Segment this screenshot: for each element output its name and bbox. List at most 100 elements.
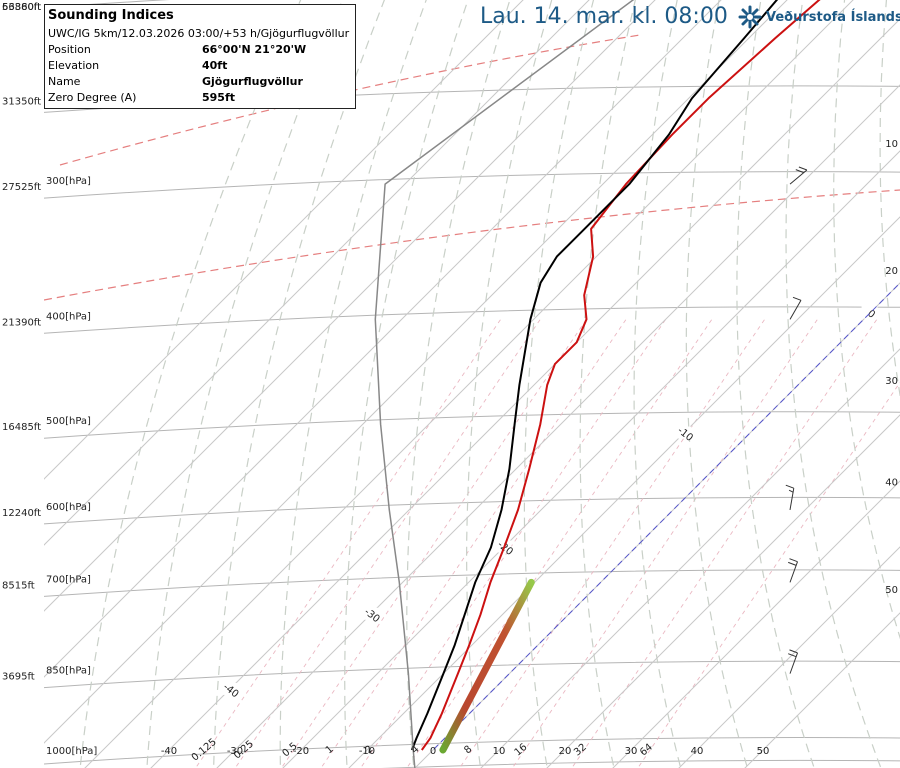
isobar-lines (44, 0, 900, 768)
sounding-indices-box: Sounding Indices UWC/IG 5km/12.03.2026 0… (44, 4, 356, 109)
mixing-ratio-label: 4 (410, 744, 422, 757)
pressure-label: 850[hPa] (46, 666, 91, 677)
zero-degree-value: 595ft (202, 91, 236, 104)
temperature-label: 20 (559, 746, 572, 757)
mixing-ratio-line (406, 319, 713, 768)
wind-barbs (785, 166, 808, 674)
name-label: Name (48, 75, 81, 88)
temperature-label: 0 (430, 746, 436, 757)
vedurstofa-logo[interactable]: Veðurstofa Íslands (738, 5, 900, 29)
mixing-ratio-line (571, 319, 878, 768)
height-label: 27525ft (2, 182, 41, 193)
snowflake-icon (738, 5, 762, 29)
right-axis-label: 40 (885, 478, 898, 489)
dry-adiabat-line (279, 0, 427, 768)
dry-adiabat-line (879, 0, 900, 399)
zero-degree-label: Zero Degree (A) (48, 91, 137, 104)
parcel-line (374, 0, 635, 768)
temperature-label: 40 (691, 746, 704, 757)
isotherm-label: 0 (865, 308, 877, 321)
height-label: 31350ft (2, 96, 41, 107)
right-axis-label: 0 (892, 0, 898, 1)
isotherm-line (744, 612, 900, 768)
pressure-label: 700[hPa] (46, 574, 91, 585)
temperature-label: -40 (161, 746, 177, 757)
indices-subtitle: UWC/IG 5km/12.03.2026 03:00/+53 h/Gjögur… (48, 27, 350, 40)
height-label: 8515ft (2, 580, 35, 591)
wind-barb (789, 166, 808, 185)
height-label: 16485ft (2, 422, 41, 433)
wind-barb-feather (788, 653, 797, 658)
wind-barb-feather (788, 561, 797, 566)
profile-lines (374, 0, 821, 768)
position-label: Position (48, 43, 91, 56)
isotherm-line (678, 546, 900, 768)
wind-barb (789, 296, 802, 320)
dry-adiabat-line (465, 0, 553, 768)
isobar-line (44, 496, 900, 525)
isotherm-label-bg (675, 426, 692, 439)
mixing-ratio-line (360, 319, 667, 768)
forecast-time-title: Lau. 14. mar. kl. 08:00 (480, 4, 728, 29)
isotherm-label-bg (221, 682, 238, 695)
mixing-ratio-label: 64 (638, 742, 655, 759)
isotherm-line (414, 282, 900, 768)
temperature-label: -20 (293, 746, 309, 757)
dry-adiabat-line (213, 0, 385, 768)
mixing-ratio-line (234, 319, 541, 768)
mixing-ratio-line (320, 319, 627, 768)
temperature-label: 30 (625, 746, 638, 757)
dry-adiabat-line (344, 0, 469, 768)
mixing-ratio-line (637, 381, 900, 768)
logo-text: Veðurstofa Íslands (766, 9, 900, 25)
right-axis-label: 20 (885, 266, 898, 277)
isobar-line (44, 411, 900, 439)
temperature-label: -10 (359, 746, 375, 757)
height-label: 3695ft (2, 672, 35, 683)
isobar-line (44, 660, 900, 689)
dry-adiabat-line (736, 0, 815, 768)
isotherm-line (84, 0, 854, 768)
wind-barb (788, 649, 798, 674)
right-axis-label: 50 (885, 585, 898, 596)
name-value: Gjögurflugvöllur (202, 75, 303, 88)
wind-barb-shaft (789, 300, 802, 320)
dry-adiabat-line (685, 0, 749, 768)
dry-adiabat-line (146, 0, 344, 768)
dry-adiabat-line (406, 0, 511, 768)
elevation-label: Elevation (48, 59, 100, 72)
mixing-ratio-line (280, 319, 587, 768)
pressure-label: 400[hPa] (46, 311, 91, 322)
wind-barb (788, 558, 798, 583)
dry-adiabat-line (523, 0, 595, 768)
isotherm-line (348, 216, 900, 768)
red-dashed-arc (44, 189, 900, 301)
height-label: 21390ft (2, 317, 41, 328)
dry-adiabat-line (633, 0, 682, 768)
isobar-line (381, 759, 900, 768)
isotherm-line (150, 18, 900, 768)
mixing-ratio-label: 16 (513, 742, 530, 759)
instability-band (439, 578, 535, 754)
height-label: 35945ft (2, 0, 41, 3)
wind-barb-half-feather (788, 489, 794, 493)
mixing-ratio-label: 1 (324, 744, 336, 757)
isotherm-line (546, 414, 900, 768)
isobar-line (44, 171, 900, 199)
wind-barb-feather (789, 558, 798, 563)
instability-band (439, 578, 535, 754)
height-label: 63380ft (2, 2, 41, 13)
indices-title: Sounding Indices (48, 8, 174, 23)
wind-barb-feather (785, 484, 794, 489)
mixing-ratio-line (459, 319, 766, 768)
temperature-line (420, 0, 821, 751)
dewpoint-line (410, 0, 779, 751)
pressure-label: 600[hPa] (46, 502, 91, 513)
wind-barb-feather (795, 169, 804, 174)
